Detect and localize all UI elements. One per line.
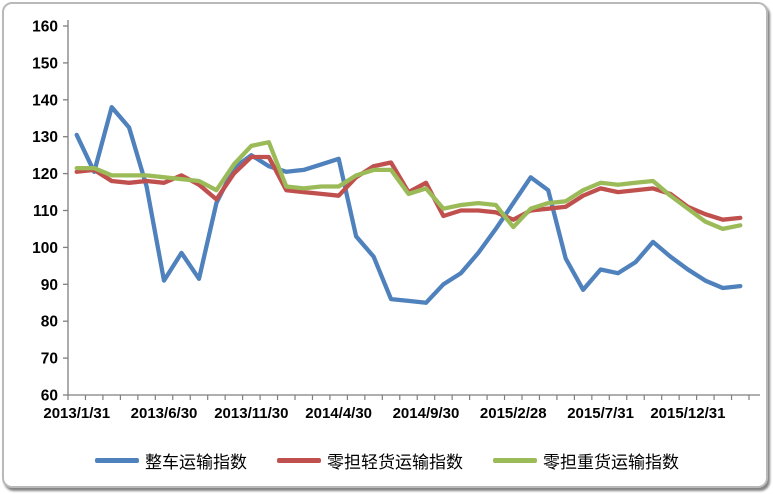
legend-label-ltl-heavy: 零担重货运输指数	[543, 453, 679, 472]
legend-label-full-truck: 整车运输指数	[145, 453, 247, 472]
y-tick-label: 90	[41, 277, 58, 294]
x-tick-label: 2013/6/30	[131, 405, 198, 422]
series-line-2	[74, 140, 743, 232]
legend-line-red-icon	[277, 458, 321, 463]
y-tick-label: 110	[33, 203, 58, 220]
y-tick-label: 140	[32, 92, 58, 109]
y-tick-label: 60	[41, 388, 58, 405]
legend-label-ltl-light: 零担轻货运输指数	[327, 453, 463, 472]
x-tick-label: 2015/12/31	[650, 405, 725, 422]
chart-frame: 60 70 80 90 100 110 120 130 140 150 160 2013/1/31 20…	[2, 2, 768, 488]
legend-item-ltl-light: 零担轻货运输指数	[277, 448, 463, 473]
legend-line-blue-icon	[95, 458, 139, 463]
x-tick-label: 2013/1/31	[43, 405, 110, 422]
series-line-1	[74, 154, 743, 222]
legend-line-green-icon	[493, 458, 537, 463]
x-tick-label: 2014/4/30	[305, 405, 372, 422]
y-tick-label: 100	[32, 240, 58, 257]
legend-item-ltl-heavy: 零担重货运输指数	[493, 448, 679, 473]
y-tick-label: 80	[41, 314, 58, 331]
legend-item-full-truck: 整车运输指数	[95, 448, 247, 473]
y-tick-label: 120	[32, 166, 58, 183]
chart-svg: 60 70 80 90 100 110 120 130 140 150 160 2013/1/31 20…	[32, 19, 760, 422]
x-tick-label: 2015/2/28	[480, 405, 547, 422]
y-tick-label: 150	[32, 55, 58, 72]
y-tick-label: 70	[41, 351, 58, 368]
y-tick-label: 160	[32, 19, 58, 36]
x-tick-label: 2013/11/30	[214, 405, 288, 422]
x-tick-label: 2014/9/30	[393, 405, 460, 422]
y-tick-label: 130	[32, 129, 58, 146]
x-tick-label: 2015/7/31	[567, 405, 634, 422]
legend: 整车运输指数 零担轻货运输指数 零担重货运输指数	[4, 448, 770, 473]
series-line-0	[74, 105, 743, 305]
